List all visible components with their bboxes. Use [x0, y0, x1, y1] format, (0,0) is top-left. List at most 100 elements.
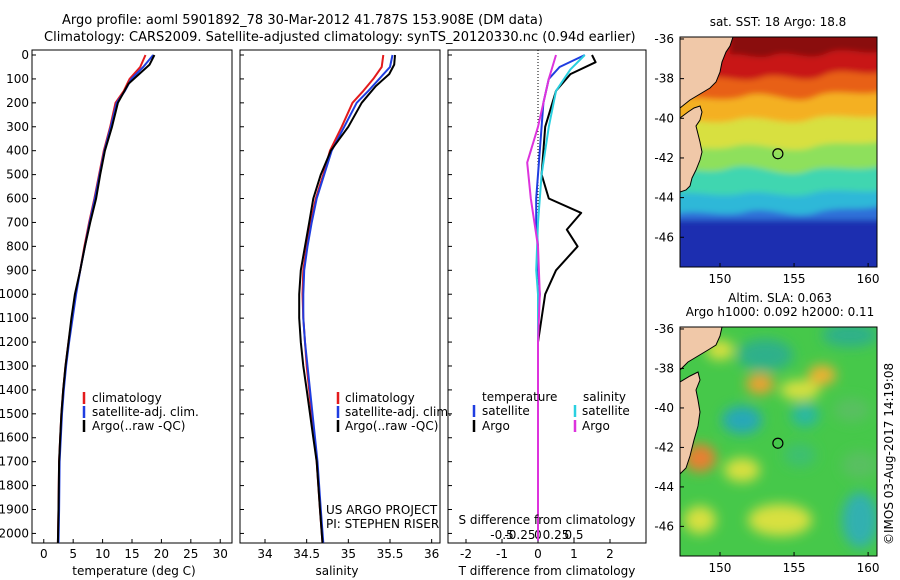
- map-y-tick-label: -42: [654, 440, 674, 454]
- x-tick-label: -2: [460, 547, 472, 561]
- figure-title-line1: Argo profile: aoml 5901892_78 30-Mar-201…: [62, 13, 543, 28]
- s-tick-label: -0.25: [504, 528, 535, 542]
- map-x-tick-label: 155: [783, 272, 806, 286]
- imos-credit: ©IMOS 03-Aug-2017 14:19:08: [882, 363, 896, 545]
- series-line-argo-raw-qc-: [56, 54, 156, 544]
- series-line-satellite-adj-clim-: [57, 54, 154, 544]
- series-line-climatology: [56, 54, 147, 544]
- x-tick-label: 2: [606, 547, 614, 561]
- figure-title-line2: Climatology: CARS2009. Satellite-adjuste…: [44, 30, 636, 45]
- legend-label-climatology: climatology: [345, 391, 415, 405]
- pi-annotation: PI: STEPHEN RISER: [326, 517, 439, 531]
- sla-map-frame: [679, 326, 878, 557]
- legend-heading-temperature: temperature: [482, 390, 557, 404]
- x-tick-label: 1: [570, 547, 578, 561]
- series-line-s-argo: [526, 54, 557, 541]
- x-tick-label: -1: [496, 547, 508, 561]
- depth-tick-label: 1200: [0, 335, 29, 349]
- depth-tick-label: 900: [6, 263, 29, 277]
- depth-tick-label: 1400: [0, 383, 29, 397]
- temperature-axis-label: temperature (deg C): [72, 564, 195, 578]
- depth-tick-label: 200: [6, 96, 29, 110]
- legend-label-t-argo: Argo: [482, 419, 510, 433]
- depth-tick-label: 1600: [0, 431, 29, 445]
- difference-legend: temperature salinity satellite Argo sate…: [459, 390, 636, 527]
- salinity-panel: 34 34.5 35 35.5 36: [240, 54, 439, 561]
- depth-tick-label: 1800: [0, 479, 29, 493]
- x-tick-label: 0: [40, 547, 48, 561]
- land-mass: [680, 372, 700, 474]
- sst-map: 150 155 160 -36 -38 -40 -42 -44 -46 sat. SST: 18…: [654, 15, 879, 286]
- difference-panel: -2 -1 0 1 2-0.5-0.250 0.250.5: [448, 50, 614, 561]
- legend-label-satellite: satellite-adj. clim.: [345, 405, 452, 419]
- sst-map-title: sat. SST: 18 Argo: 18.8: [710, 15, 847, 29]
- s-difference-axis-label: S difference from climatology: [459, 513, 636, 527]
- salinity-legend: climatology satellite-adj. clim. Argo(..…: [326, 391, 452, 531]
- depth-tick-label: 500: [6, 168, 29, 182]
- depth-tick-label: 100: [6, 72, 29, 86]
- map-y-tick-label: -38: [654, 361, 674, 375]
- map-y-tick-label: -36: [654, 322, 674, 336]
- depth-tick-label: 800: [6, 239, 29, 253]
- depth-tick-label: 1300: [0, 359, 29, 373]
- depth-tick-label: 1700: [0, 455, 29, 469]
- legend-label-climatology: climatology: [92, 391, 162, 405]
- series-line-s-satellite: [535, 54, 586, 541]
- legend-heading-salinity: salinity: [583, 390, 626, 404]
- map-x-tick-label: 155: [783, 561, 806, 575]
- legend-label-satellite: satellite-adj. clim.: [92, 405, 199, 419]
- series-line-argo-raw-qc-: [298, 54, 396, 544]
- depth-tick-label: 400: [6, 144, 29, 158]
- legend-label-s-argo: Argo: [582, 419, 610, 433]
- x-tick-label: 34.5: [293, 547, 320, 561]
- x-tick-label: 30: [213, 547, 228, 561]
- depth-tick-label: 1100: [0, 311, 29, 325]
- map-y-tick-label: -36: [654, 32, 674, 46]
- x-tick-label: 34: [257, 547, 272, 561]
- map-x-tick-label: 160: [857, 561, 880, 575]
- legend-label-t-satellite: satellite: [482, 404, 530, 418]
- map-y-tick-label: -44: [654, 191, 674, 205]
- depth-tick-label: 0: [21, 48, 29, 62]
- depth-axis: 0 100 200 300 400 500 600 700 800 900 1000 1100 1200…: [0, 48, 36, 540]
- land-mass: [680, 37, 733, 108]
- t-difference-axis-label: T difference from climatology: [458, 564, 636, 578]
- project-annotation: US ARGO PROJECT: [326, 503, 438, 517]
- sst-map-axes: 150 155 160 -36 -38 -40 -42 -44 -46: [654, 32, 879, 286]
- map-y-tick-label: -42: [654, 151, 674, 165]
- series-line-t-argo: [537, 54, 597, 541]
- map-x-tick-label: 160: [857, 272, 880, 286]
- x-tick-label: 35: [341, 547, 356, 561]
- map-y-tick-label: -40: [654, 111, 674, 125]
- sla-map-title-line1: Altim. SLA: 0.063: [728, 291, 832, 305]
- x-tick-label: 20: [154, 547, 169, 561]
- s-tick-label: -0.5: [490, 528, 513, 542]
- sla-map-title-line2: Argo h1000: 0.092 h2000: 0.11: [686, 305, 875, 319]
- x-tick-label: 15: [124, 547, 139, 561]
- coastline: [680, 327, 723, 475]
- legend-label-argo: Argo(..raw -QC): [92, 419, 185, 433]
- map-y-tick-label: -38: [654, 72, 674, 86]
- map-x-tick-label: 150: [709, 272, 732, 286]
- x-tick-label: 5: [69, 547, 77, 561]
- coastline: [680, 37, 734, 193]
- x-tick-label: 25: [183, 547, 198, 561]
- depth-tick-label: 1500: [0, 407, 29, 421]
- temperature-panel-frame: [31, 49, 233, 544]
- series-line-t-satellite: [535, 54, 586, 541]
- temperature-panel: 0 5 10 15 20 25 30: [40, 54, 228, 561]
- difference-panel-frame: [447, 49, 647, 544]
- salinity-axis-label: salinity: [315, 564, 358, 578]
- map-y-tick-label: -46: [654, 519, 674, 533]
- land-mass: [680, 106, 702, 192]
- s-tick-label: 0.25: [543, 528, 570, 542]
- x-tick-label: 10: [95, 547, 110, 561]
- land-mass: [680, 327, 722, 370]
- x-tick-label: 35.5: [377, 547, 404, 561]
- depth-tick-label: 600: [6, 192, 29, 206]
- sla-map-axes: 150 155 160 -36 -38 -40 -42 -44 -46: [654, 322, 879, 575]
- map-y-tick-label: -44: [654, 480, 674, 494]
- map-x-tick-label: 150: [709, 561, 732, 575]
- argo-location-marker: [772, 148, 784, 160]
- x-tick-label: 0: [534, 547, 542, 561]
